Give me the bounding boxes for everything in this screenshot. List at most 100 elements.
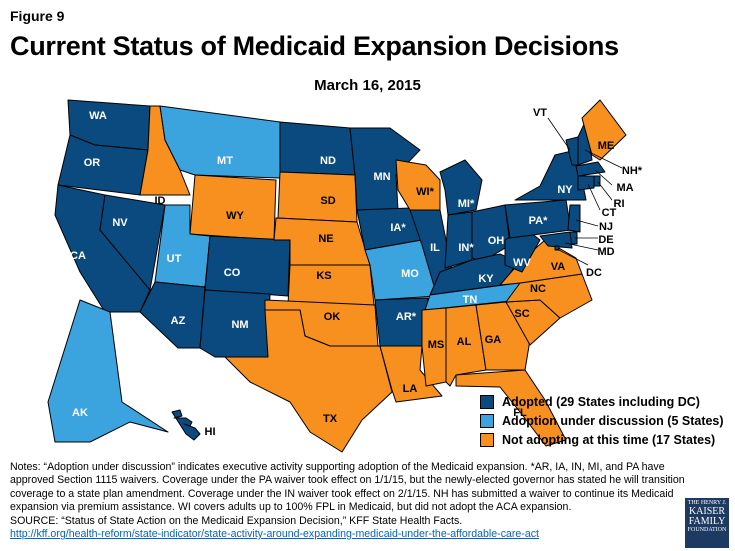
state-nj <box>567 204 581 233</box>
leader-line <box>575 219 599 227</box>
logo-text: KAISER <box>688 506 726 517</box>
state-label-pa: PA* <box>529 215 548 227</box>
state-label-vt: VT <box>533 107 547 119</box>
state-label-ne: NE <box>318 233 333 245</box>
state-label-md: MD <box>597 246 614 258</box>
state-label-ct: CT <box>602 207 617 219</box>
state-md <box>539 231 573 249</box>
state-nh <box>577 119 593 166</box>
state-label-sd: SD <box>320 195 335 207</box>
date-subtitle: March 16, 2015 <box>314 77 421 94</box>
state-label-mo: MO <box>401 268 419 280</box>
state-ri <box>593 175 601 187</box>
state-label-ak: AK <box>72 407 88 419</box>
state-label-il: IL <box>430 242 440 254</box>
state-label-la: LA <box>403 383 418 395</box>
logo-text: THE HENRY J. <box>687 500 727 506</box>
state-label-nv: NV <box>112 217 128 229</box>
state-nv <box>99 194 166 291</box>
source-text: SOURCE: “Status of State Action on the M… <box>10 514 463 527</box>
state-label-nh: NH* <box>622 165 643 177</box>
leader-line <box>597 181 613 201</box>
legend-item-discussion: Adoption under discussion (5 States) <box>480 411 724 430</box>
state-label-ri: RI <box>614 198 625 210</box>
leader-line <box>587 183 601 211</box>
leader-line <box>584 149 623 169</box>
state-label-id: ID <box>155 195 166 207</box>
legend-label: Adopted (29 States including DC) <box>502 394 700 409</box>
state-label-nj: NJ <box>599 221 613 233</box>
state-label-ga: GA <box>485 334 502 346</box>
legend-swatch <box>480 432 494 447</box>
state-label-wa: WA <box>89 110 107 122</box>
state-ak <box>47 299 169 443</box>
state-label-nm: NM <box>231 319 248 331</box>
state-label-ia: IA* <box>390 222 406 234</box>
legend-label: Adoption under discussion (5 States) <box>502 413 724 428</box>
state-label-ks: KS <box>316 270 331 282</box>
state-wi <box>395 159 441 211</box>
state-label-nc: NC <box>530 283 546 295</box>
state-sd <box>277 171 358 223</box>
state-label-in: IN* <box>458 242 474 254</box>
state-mo <box>364 239 438 301</box>
state-label-ok: OK <box>324 311 341 323</box>
state-label-tx: TX <box>323 413 338 425</box>
state-label-wv: WV <box>513 257 531 269</box>
legend-swatch <box>480 413 494 428</box>
state-label-mt: MT <box>217 155 233 167</box>
state-label-hi: HI <box>205 426 216 438</box>
state-label-al: AL <box>457 336 472 348</box>
state-label-ut: UT <box>167 253 182 265</box>
state-label-de: DE <box>598 234 613 246</box>
leader-line <box>556 248 589 266</box>
state-label-mn: MN <box>373 171 390 183</box>
legend-label: Not adopting at this time (17 States) <box>502 432 716 447</box>
state-label-wi: WI* <box>416 186 434 198</box>
state-hi <box>171 409 201 441</box>
state-az <box>139 281 206 349</box>
state-label-nd: ND <box>320 155 336 167</box>
leader-line <box>564 242 599 251</box>
state-label-ky: KY <box>478 273 494 285</box>
figure-label: Figure 9 <box>10 8 65 24</box>
state-label-va: VA <box>551 261 566 273</box>
source-link[interactable]: http://kff.org/health-reform/state-indic… <box>10 528 539 541</box>
state-label-oh: OH <box>488 235 505 247</box>
state-in <box>444 211 473 269</box>
state-mi <box>439 159 483 216</box>
notes: Notes: “Adoption under discussion” indic… <box>10 461 700 541</box>
state-label-mi: MI* <box>458 198 475 210</box>
state-tx <box>224 309 393 453</box>
state-ms <box>421 307 447 387</box>
logo-text: FOUNDATION <box>687 527 727 533</box>
state-label-dc: DC <box>586 267 602 279</box>
kff-logo: THE HENRY J. KAISER FAMILY FOUNDATION <box>685 498 729 548</box>
state-me <box>581 99 627 161</box>
state-label-ny: NY <box>557 184 573 196</box>
leader-line <box>547 117 571 151</box>
state-label-fl: FL <box>513 407 527 419</box>
state-label-ms: MS <box>428 339 445 351</box>
legend-item-not-adopting: Not adopting at this time (17 States) <box>480 430 724 449</box>
state-nd <box>279 121 356 176</box>
state-fl <box>455 369 567 447</box>
legend-swatch <box>480 394 494 409</box>
state-label-tn: TN <box>463 294 478 306</box>
page-title: Current Status of Medicaid Expansion Dec… <box>10 31 619 61</box>
state-label-ar: AR* <box>396 311 417 323</box>
state-label-me: ME <box>598 140 615 152</box>
state-mn <box>349 127 421 211</box>
state-label-co: CO <box>224 267 241 279</box>
leader-line <box>594 169 613 186</box>
state-label-sc: SC <box>514 308 529 320</box>
legend-item-adopted: Adopted (29 States including DC) <box>480 392 724 411</box>
state-co <box>204 235 291 297</box>
state-ct <box>577 175 595 191</box>
logo-text: FAMILY <box>688 516 726 527</box>
state-label-or: OR <box>84 157 101 169</box>
state-label-az: AZ <box>171 315 186 327</box>
state-oh <box>471 204 511 263</box>
